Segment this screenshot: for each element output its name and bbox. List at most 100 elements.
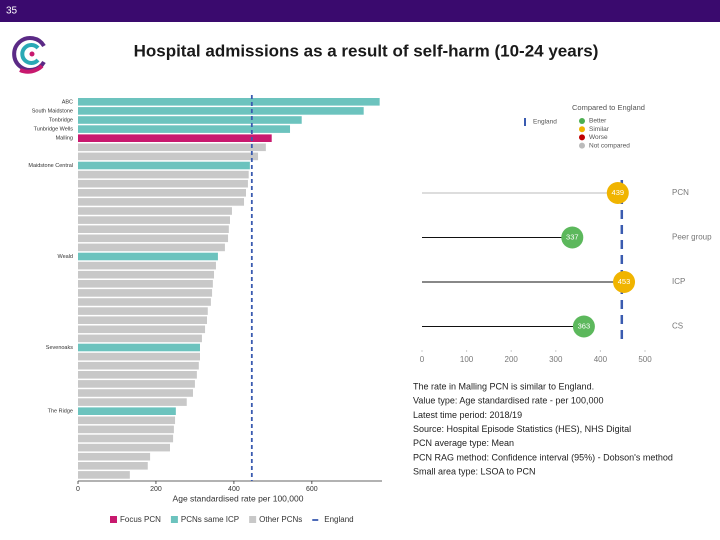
bar <box>78 216 230 224</box>
dot <box>572 315 595 338</box>
row-label: PCN <box>672 188 689 197</box>
page-number: 35 <box>6 6 18 17</box>
row-label: CS <box>672 322 683 331</box>
bar <box>78 107 364 115</box>
bar <box>78 425 174 434</box>
dot <box>606 182 629 204</box>
x-tick-label: 200 <box>150 486 162 493</box>
x-axis-label: Age standardised rate per 100,000 <box>173 493 304 503</box>
y-tick-label: Tunbridge Wells <box>34 127 74 133</box>
y-tick-label: Weald <box>58 254 74 260</box>
y-tick-label: Sevenoaks <box>46 345 73 351</box>
bar <box>78 243 225 252</box>
bar <box>78 462 148 470</box>
row-label: ICP <box>672 277 685 286</box>
top-bar <box>0 0 720 22</box>
legend-label: Not compared <box>589 142 630 149</box>
bar <box>78 143 266 152</box>
bar <box>78 252 218 261</box>
data-label: 337 <box>566 232 579 241</box>
bar <box>78 471 130 479</box>
x-tick-label: 300 <box>549 355 563 364</box>
legend-swatch <box>579 126 585 133</box>
y-tick-label: South Maidstone <box>32 108 73 114</box>
bar <box>78 416 176 425</box>
legend-swatch <box>579 118 585 124</box>
bar <box>78 225 229 233</box>
legend-swatch <box>524 118 526 126</box>
note: Value type: Age standardised rate - per … <box>413 396 603 406</box>
bar <box>78 298 211 306</box>
bar <box>78 289 213 297</box>
bar <box>78 343 200 352</box>
bar <box>78 198 245 206</box>
note: PCN RAG method: Confidence interval (95%… <box>413 452 673 462</box>
bar <box>78 407 176 415</box>
bar <box>78 280 213 288</box>
legend-label: PCNs same ICP <box>181 515 239 524</box>
legend-label: Better <box>589 118 607 125</box>
bar <box>78 134 272 142</box>
x-tick-label: 0 <box>76 486 80 493</box>
bar <box>78 389 193 397</box>
legend-label: Other PCNs <box>259 515 302 524</box>
dot <box>613 271 636 293</box>
legend-swatch <box>249 516 257 523</box>
bar <box>78 161 250 170</box>
data-label: 453 <box>618 277 631 286</box>
x-tick-label: 100 <box>460 355 474 364</box>
bar <box>78 371 197 379</box>
note: The rate in Malling PCN is similar to En… <box>413 381 594 391</box>
x-tick-label: 600 <box>306 486 318 493</box>
legend-title: Compared to England <box>572 103 645 112</box>
bar <box>78 125 291 133</box>
bar <box>78 452 151 461</box>
bar <box>78 189 246 197</box>
x-tick-label: 500 <box>638 355 652 364</box>
x-tick-label: 200 <box>505 355 519 364</box>
bar <box>78 207 232 215</box>
bar <box>78 380 195 388</box>
data-label: 363 <box>578 321 591 330</box>
bar <box>78 116 302 124</box>
y-tick-label: The Ridge <box>48 409 73 415</box>
bar <box>78 316 208 324</box>
bar <box>78 334 202 343</box>
bar <box>78 434 174 443</box>
dot <box>561 226 584 249</box>
bar <box>78 352 200 361</box>
bar <box>78 152 259 161</box>
legend-label: England <box>533 119 557 126</box>
bar <box>78 234 229 243</box>
y-tick-label: Maidstone Central <box>28 163 73 169</box>
note: Latest time period: 2018/19 <box>413 410 522 420</box>
bar <box>78 398 187 406</box>
legend-label: Similar <box>589 126 610 133</box>
y-tick-label: Tonbridge <box>49 117 73 123</box>
bar <box>78 179 248 188</box>
row-label: Peer group <box>672 233 712 242</box>
bar <box>78 325 206 334</box>
bar <box>78 98 380 106</box>
bar <box>78 443 170 452</box>
note: Source: Hospital Episode Statistics (HES… <box>413 424 631 434</box>
note: PCN average type: Mean <box>413 438 514 448</box>
legend-label: England <box>324 515 353 524</box>
bar <box>78 361 199 370</box>
y-tick-label: ABC <box>62 99 73 105</box>
legend-swatch <box>170 516 178 523</box>
data-label: 439 <box>612 188 625 197</box>
x-tick-label: 400 <box>228 486 240 493</box>
x-tick-label: 400 <box>594 355 608 364</box>
legend-swatch <box>110 516 117 523</box>
bar <box>78 261 216 270</box>
bar <box>78 170 249 179</box>
bar <box>78 307 208 315</box>
x-tick-label: 0 <box>420 355 425 364</box>
legend-swatch <box>579 134 585 141</box>
slide-title: Hospital admissions as a result of self-… <box>134 41 599 60</box>
note: Small area type: LSOA to PCN <box>413 467 536 477</box>
bar <box>78 270 215 279</box>
legend-label: Worse <box>589 134 608 141</box>
